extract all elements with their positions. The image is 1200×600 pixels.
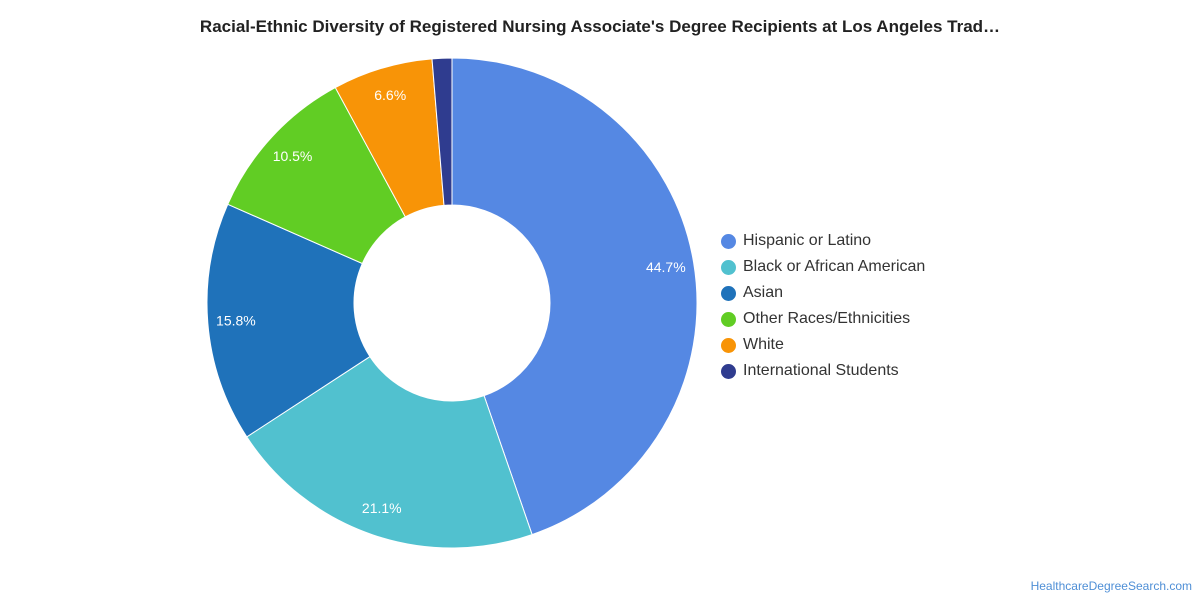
legend-item-white[interactable]: White xyxy=(721,332,925,358)
chart-title: Racial-Ethnic Diversity of Registered Nu… xyxy=(199,17,1001,36)
slice-hispanic-or-latino[interactable] xyxy=(451,57,698,536)
slice-labels: 44.7% 21.1% 15.8% 10.5% 6.6% xyxy=(216,87,686,516)
slice-label-hispanic-or-latino: 44.7% xyxy=(646,259,686,275)
legend: Hispanic or Latino Black or African Ameri… xyxy=(721,228,925,384)
donut-slices xyxy=(206,57,698,549)
legend-swatch-icon xyxy=(721,337,736,353)
legend-swatch-icon xyxy=(721,311,736,327)
slice-black-or-african-american[interactable] xyxy=(246,355,533,549)
legend-label: Black or African American xyxy=(743,258,926,275)
legend-item-hispanic-or-latino[interactable]: Hispanic or Latino xyxy=(721,228,925,254)
legend-label: Hispanic or Latino xyxy=(743,232,872,249)
legend-swatch-icon xyxy=(721,363,736,379)
legend-item-asian[interactable]: Asian xyxy=(721,280,925,306)
legend-swatch-icon xyxy=(721,233,736,249)
legend-item-other-races-ethnicities[interactable]: Other Races/Ethnicities xyxy=(721,306,925,332)
legend-item-black-or-african-american[interactable]: Black or African American xyxy=(721,254,925,280)
slice-asian[interactable] xyxy=(206,203,371,438)
slice-label-black-or-african-american: 21.1% xyxy=(362,500,402,516)
slice-label-other-races-ethnicities: 10.5% xyxy=(273,148,313,164)
legend-label: White xyxy=(743,336,784,353)
legend-label: Other Races/Ethnicities xyxy=(743,310,911,327)
legend-label: Asian xyxy=(743,284,784,301)
slice-international-students[interactable] xyxy=(431,57,453,206)
legend-item-international-students[interactable]: International Students xyxy=(721,358,925,384)
legend-label: International Students xyxy=(743,362,899,379)
slice-label-white: 6.6% xyxy=(374,87,406,103)
slice-label-asian: 15.8% xyxy=(216,313,256,329)
source-credit[interactable]: HealthcareDegreeSearch.com xyxy=(1030,579,1192,593)
legend-swatch-icon xyxy=(721,285,736,301)
slice-other-races-ethnicities[interactable] xyxy=(227,86,407,265)
legend-swatch-icon xyxy=(721,259,736,275)
